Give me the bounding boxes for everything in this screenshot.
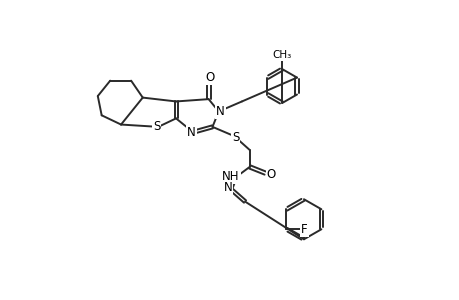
Text: F: F [300, 223, 307, 236]
Text: S: S [231, 131, 239, 144]
Text: O: O [205, 71, 214, 84]
Text: N: N [187, 126, 196, 139]
Text: N: N [223, 181, 232, 194]
Text: S: S [153, 120, 160, 134]
Text: NH: NH [222, 169, 239, 183]
Text: O: O [266, 168, 275, 181]
Text: N: N [215, 105, 224, 118]
Text: CH₃: CH₃ [272, 50, 291, 60]
